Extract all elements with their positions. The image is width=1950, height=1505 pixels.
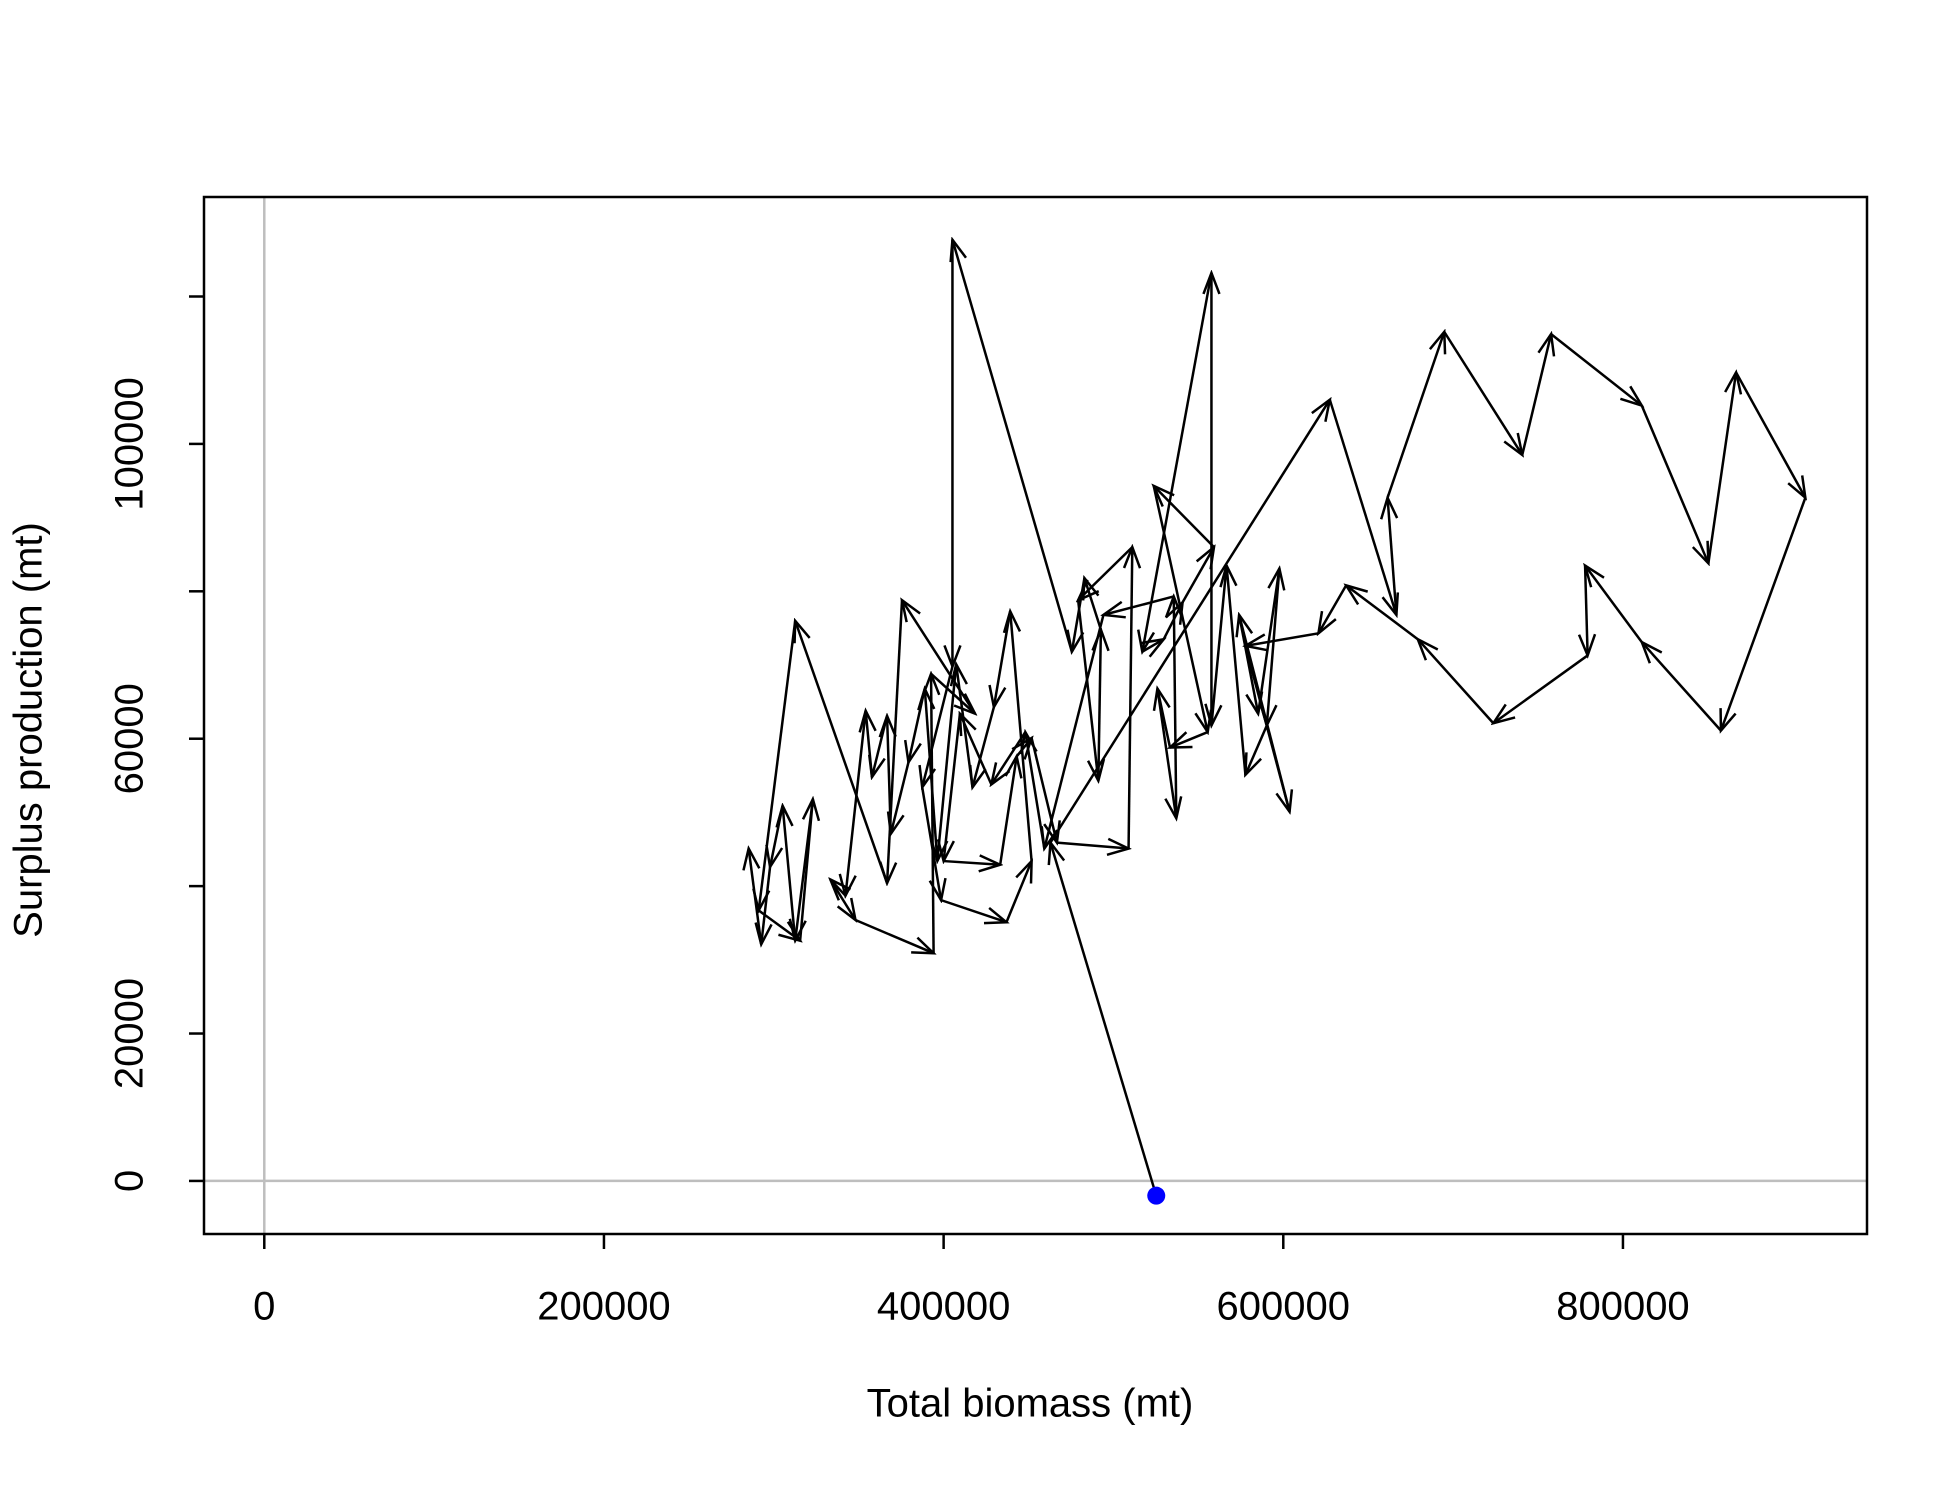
trajectory-arrow bbox=[956, 664, 974, 788]
trajectory-arrow bbox=[1017, 738, 1032, 756]
trajectory-arrow bbox=[1044, 614, 1105, 849]
plot-frame bbox=[202, 195, 1869, 1236]
trajectory-arrow bbox=[854, 918, 933, 953]
x-tick-label: 800000 bbox=[1556, 1285, 1689, 1329]
trajectory-arrow bbox=[770, 805, 784, 867]
x-tick-label: 400000 bbox=[877, 1285, 1010, 1329]
x-tick-label: 200000 bbox=[537, 1285, 670, 1329]
trajectory-arrow bbox=[952, 240, 1074, 653]
trajectory-arrow bbox=[937, 664, 958, 861]
trajectory-arrow bbox=[943, 861, 1001, 865]
trajectory-arrow bbox=[1181, 547, 1214, 603]
trajectory-arrow bbox=[1142, 272, 1213, 652]
trajectory-arrow bbox=[994, 611, 1012, 707]
trajectory-arrow bbox=[1237, 614, 1258, 714]
trajectory-arrow bbox=[1174, 596, 1177, 819]
trajectory-arrow bbox=[1642, 642, 1722, 732]
trajectory-arrow bbox=[761, 866, 770, 944]
trajectory-arrow bbox=[1418, 639, 1495, 725]
trajectory-arrow bbox=[1005, 861, 1031, 923]
trajectory-arrow bbox=[1050, 843, 1158, 1197]
trajectory-arrow bbox=[1386, 332, 1445, 499]
trajectory-arrow bbox=[1493, 654, 1589, 723]
trajectory-arrow bbox=[1640, 405, 1709, 564]
trajectory-arrow bbox=[922, 666, 954, 787]
trajectory-arrow bbox=[1076, 600, 1098, 781]
trajectory-arrow bbox=[795, 621, 889, 884]
trajectory-arrow bbox=[1156, 688, 1176, 819]
trajectory-arrow bbox=[1585, 566, 1643, 643]
x-tick-label: 600000 bbox=[1217, 1285, 1350, 1329]
trajectory-arrow bbox=[1154, 486, 1215, 548]
trajectory-arrow bbox=[1129, 547, 1133, 849]
trajectory-arrow bbox=[1267, 568, 1281, 725]
trajectory-arrow bbox=[972, 706, 996, 787]
trajectory-arrow bbox=[1010, 611, 1033, 862]
trajectory-arrow bbox=[866, 711, 872, 778]
trajectory-arrow bbox=[891, 762, 910, 833]
trajectory-arrow bbox=[1721, 497, 1807, 731]
trajectory-arrow bbox=[1388, 498, 1397, 615]
trajectory-arrow bbox=[1049, 400, 1329, 844]
trajectory-arrow bbox=[872, 715, 889, 777]
trajectory-arrow bbox=[1707, 372, 1736, 564]
trajectory-arrow bbox=[1142, 639, 1163, 652]
trajectory-arrow bbox=[1239, 615, 1291, 812]
trajectory-arrow bbox=[944, 713, 962, 861]
trajectory-arrow bbox=[887, 600, 904, 883]
trajectory-arrow bbox=[1245, 632, 1319, 646]
trajectory-arrow bbox=[1152, 485, 1208, 732]
trajectory-arrow bbox=[902, 600, 977, 715]
trajectory-arrow bbox=[1585, 565, 1588, 656]
trajectory-arrow bbox=[940, 898, 1006, 922]
y-tick-label: 0 bbox=[108, 1170, 152, 1192]
start-point bbox=[1147, 1186, 1166, 1205]
trajectory-arrow bbox=[1318, 584, 1348, 633]
trajectory-arrow bbox=[1227, 566, 1247, 775]
y-tick-label: 20000 bbox=[108, 978, 152, 1089]
trajectory-arrow bbox=[1084, 578, 1103, 631]
trajectory-arrow bbox=[1245, 724, 1268, 774]
trajectory-arrow bbox=[1211, 565, 1228, 726]
trajectory-arrow bbox=[749, 849, 763, 945]
trajectory-arrow bbox=[1056, 843, 1129, 849]
trajectory-arrow bbox=[783, 806, 797, 941]
trajectory-arrow bbox=[1346, 585, 1419, 641]
trajectory-arrow bbox=[1030, 737, 1057, 843]
trajectory-arrow bbox=[1734, 371, 1805, 497]
trajectory-arrow bbox=[931, 674, 934, 954]
trajectory-arrow bbox=[829, 878, 855, 920]
trajectory-arrow bbox=[908, 688, 926, 763]
trajectory-arrow bbox=[1072, 577, 1086, 652]
x-axis-title: Total biomass (mt) bbox=[867, 1382, 1194, 1426]
trajectory-arrow bbox=[759, 620, 797, 911]
trajectory-arrow bbox=[1078, 546, 1134, 600]
trajectory-arrow bbox=[1521, 334, 1551, 456]
x-tick-label: 0 bbox=[253, 1285, 275, 1329]
trajectory-arrow bbox=[1328, 399, 1397, 615]
trajectory-arrow bbox=[930, 672, 975, 714]
trajectory-arrow bbox=[1098, 630, 1101, 781]
y-tick-label: 60000 bbox=[108, 683, 152, 794]
trajectory-arrow bbox=[998, 756, 1016, 865]
y-axis-title: Surplus production (mt) bbox=[7, 522, 51, 938]
trajectory-arrow bbox=[1550, 333, 1642, 405]
trajectory-arrow bbox=[845, 710, 867, 896]
trajectory-arrow bbox=[1256, 568, 1279, 714]
y-tick-label: 100000 bbox=[108, 377, 152, 510]
trajectory-arrow bbox=[1443, 331, 1522, 455]
trajectory-arrow bbox=[1103, 595, 1175, 614]
trajectory-arrow bbox=[795, 798, 815, 941]
